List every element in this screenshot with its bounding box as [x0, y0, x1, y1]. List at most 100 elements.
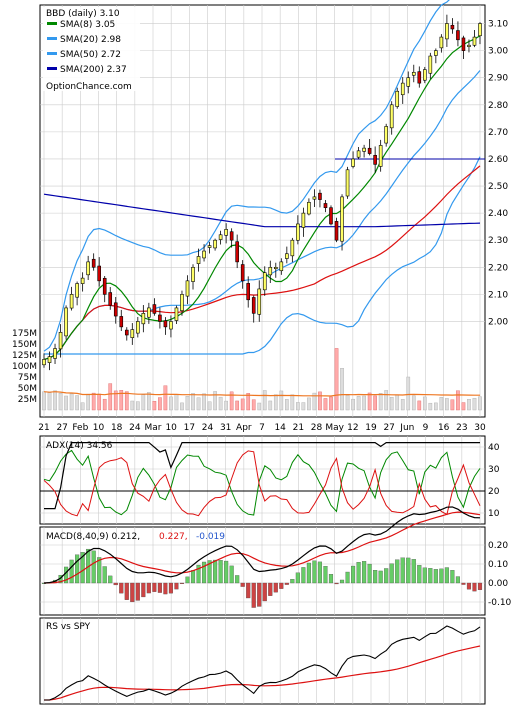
candle-body — [406, 77, 411, 87]
candle-body — [411, 71, 416, 76]
volume-bar — [461, 402, 466, 411]
candle-body — [80, 277, 85, 284]
volume-bar — [141, 394, 146, 411]
volume-bar — [334, 348, 339, 411]
macd-histogram-bar — [312, 560, 317, 584]
price-tick-label: 2.50 — [488, 182, 508, 192]
volume-bar — [307, 397, 311, 411]
macd-tick-label: -0.10 — [488, 598, 512, 608]
volume-bar — [273, 394, 278, 411]
macd-histogram-bar — [157, 582, 162, 593]
macd-histogram-bar — [69, 559, 74, 584]
macd-histogram-bar — [240, 582, 245, 587]
candle-body — [323, 203, 328, 209]
macd-tick-label: 0.20 — [488, 541, 508, 551]
volume-tick-label: 125M — [12, 351, 37, 361]
volume-bar — [86, 393, 90, 411]
rs-panel-frame — [39, 617, 486, 705]
volume-tick-label: 100M — [12, 362, 37, 372]
volume-bar — [478, 396, 482, 411]
volume-bar — [119, 390, 124, 411]
candle-body — [428, 55, 433, 74]
candle-body — [461, 37, 466, 51]
volume-tick-label: 25M — [18, 395, 37, 405]
x-tick-label: Feb — [72, 423, 88, 433]
volume-bar — [329, 396, 333, 411]
volume-bar — [224, 400, 228, 411]
macd-histogram-bar — [477, 582, 483, 590]
macd-histogram-bar — [373, 570, 378, 584]
volume-bar — [312, 392, 317, 411]
adx-tick-label: 10 — [488, 509, 500, 519]
candle-body — [423, 69, 427, 81]
candle-body — [196, 256, 201, 264]
candle-body — [301, 212, 306, 228]
candle-body — [141, 313, 146, 325]
x-tick-label: 16 — [438, 423, 450, 433]
candle-body — [450, 24, 455, 30]
macd-histogram-bar — [141, 582, 146, 598]
volume-bar — [196, 397, 201, 411]
macd-histogram-bar — [362, 561, 367, 584]
volume-bar — [279, 390, 284, 411]
adx-tick-label: 40 — [488, 443, 500, 453]
x-tick-label: 24 — [129, 423, 141, 433]
legend-swatch-sma50 — [47, 52, 57, 55]
macd-histogram-bar — [284, 582, 289, 585]
volume-bar — [163, 385, 168, 411]
macd-histogram-bar — [433, 569, 438, 584]
candle-body — [472, 36, 477, 46]
sma8-line — [43, 35, 481, 360]
candle-body — [456, 30, 460, 41]
macd-histogram-bar — [113, 582, 118, 586]
volume-bar — [395, 394, 400, 411]
legend: SMA(8) 3.05 SMA(20) 2.98 SMA(50) 2.72 SM… — [47, 20, 127, 75]
volume-bar — [58, 393, 63, 411]
candle-body — [174, 307, 179, 321]
price-title: BBD (daily) 3.10 — [46, 9, 120, 19]
legend-sma20: SMA(20) 2.98 — [60, 35, 121, 45]
macd-histogram-bar — [411, 559, 416, 584]
volume-bar — [251, 399, 256, 411]
volume-bar — [185, 395, 190, 411]
candle-body — [119, 316, 124, 328]
volume-bar — [47, 392, 52, 411]
macd-histogram-bar — [130, 582, 135, 603]
price-candles — [42, 14, 482, 371]
macd-histogram-bar — [356, 562, 361, 584]
volume-bar — [124, 391, 129, 411]
macd-histogram-bar — [251, 582, 256, 608]
volume-bar — [290, 394, 295, 411]
x-tick-label: 23 — [456, 423, 467, 433]
price-tick-label: 3.10 — [488, 20, 508, 30]
volume-bar — [257, 402, 262, 411]
candle-body — [47, 356, 52, 363]
macd-histogram-bar — [257, 582, 262, 607]
macd-histogram-bar — [80, 552, 85, 584]
volume-bar — [428, 402, 433, 411]
candle-body — [58, 331, 63, 350]
macd-histogram-bar — [444, 567, 449, 584]
volume-bar — [318, 391, 322, 411]
candle-body — [467, 44, 471, 47]
macd-histogram-bar — [185, 576, 190, 584]
price-tick-label: 3.00 — [488, 47, 508, 57]
candle-body — [290, 239, 295, 257]
volume-bar — [147, 392, 151, 411]
macd-histogram-bar — [152, 582, 157, 592]
macd-histogram-bar — [417, 565, 422, 584]
volume-bar — [356, 396, 361, 411]
x-tick-label: 24 — [202, 423, 214, 433]
candle-body — [191, 266, 195, 282]
adx-tick-label: 20 — [488, 487, 500, 497]
price-tick-label: 2.10 — [488, 290, 508, 300]
volume-bar — [108, 383, 113, 411]
macd-histogram-bar — [439, 568, 444, 584]
candle-body — [351, 158, 355, 167]
x-tick-label: Jun — [399, 423, 414, 433]
bollinger-upper-line — [43, 0, 450, 352]
candle-body — [307, 201, 311, 215]
macd-histogram-bar — [75, 554, 80, 584]
x-tick-label: 10 — [165, 423, 177, 433]
